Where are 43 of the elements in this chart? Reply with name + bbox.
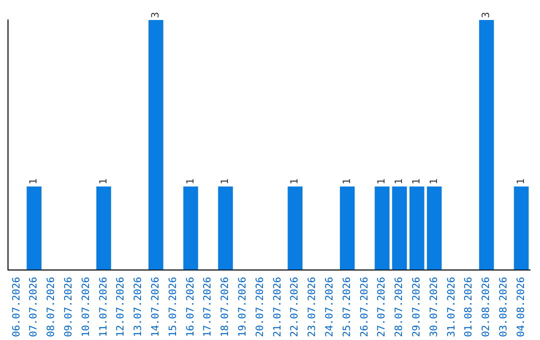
x-tick-label: 18.07.2026 (220, 276, 232, 338)
data-label: 1 (290, 178, 301, 185)
data-label: 1 (28, 178, 40, 185)
data-label: 3 (150, 12, 162, 18)
data-label: 1 (342, 178, 353, 185)
x-tick-label: 31.07.2026 (446, 276, 458, 338)
x-tick-label: 10.07.2026 (80, 276, 92, 338)
x-tick-label: 23.07.2026 (307, 276, 318, 338)
x-tick-label: 12.07.2026 (116, 276, 127, 338)
x-tick-label: 13.07.2026 (133, 276, 144, 338)
x-tick-label: 09.07.2026 (63, 276, 74, 338)
x-tick-label: 16.07.2026 (185, 276, 196, 338)
data-label: 1 (516, 178, 527, 185)
x-tick-label: 08.07.2026 (46, 276, 58, 338)
x-tick-label: 24.07.2026 (324, 276, 336, 338)
data-label: 1 (394, 178, 406, 185)
data-label: 1 (376, 178, 388, 185)
x-tick-label: 17.07.2026 (202, 276, 214, 338)
x-tick-label: 25.07.2026 (342, 276, 353, 338)
x-tick-label: 02.08.2026 (481, 276, 492, 338)
data-label: 1 (411, 178, 422, 185)
x-tick-label: 21.07.2026 (272, 276, 284, 338)
x-tick-label: 22.07.2026 (290, 276, 301, 338)
data-label: 1 (185, 178, 196, 185)
x-tick-label: 03.08.2026 (498, 276, 510, 338)
x-tick-label: 27.07.2026 (376, 276, 388, 338)
x-tick-label: 26.07.2026 (359, 276, 370, 338)
x-tick-label: 01.08.2026 (464, 276, 475, 338)
x-tick-label: 30.07.2026 (428, 276, 440, 338)
x-tick-label: 06.07.2026 (11, 276, 22, 338)
x-tick-label: 14.07.2026 (150, 276, 162, 338)
data-label: 1 (98, 178, 110, 185)
data-label: 1 (428, 178, 440, 185)
x-tick-label: 29.07.2026 (411, 276, 422, 338)
x-tick-label: 20.07.2026 (254, 276, 266, 338)
x-tick-label: 28.07.2026 (394, 276, 406, 338)
x-tick-label: 07.07.2026 (28, 276, 40, 338)
data-label: 3 (481, 12, 492, 18)
x-tick-label: 11.07.2026 (98, 276, 110, 338)
x-tick-label: 04.08.2026 (516, 276, 527, 338)
x-tick-label: 19.07.2026 (237, 276, 248, 338)
data-label: 1 (220, 178, 232, 185)
x-tick-label: 15.07.2026 (168, 276, 179, 338)
